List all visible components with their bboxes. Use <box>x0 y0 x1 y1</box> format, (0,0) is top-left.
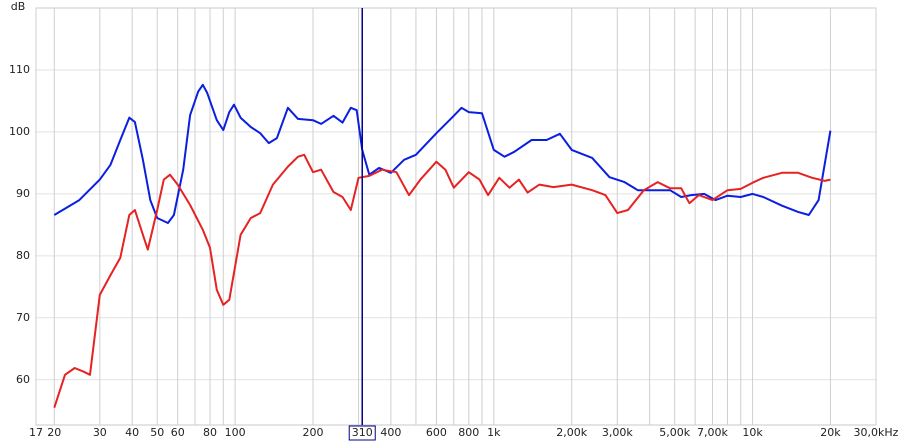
x-tick-label: 2,00k <box>556 426 587 439</box>
x-tick-label: 10k <box>742 426 763 439</box>
x-tick-label: 200 <box>302 426 323 439</box>
cursor-label-box <box>348 425 376 441</box>
x-tick-label: 80 <box>203 426 217 439</box>
x-tick-label: 1k <box>487 426 501 439</box>
y-tick-label: 70 <box>16 311 30 324</box>
y-axis-label: dB <box>11 0 26 13</box>
x-tick-label: 20k <box>820 426 841 439</box>
response-line <box>53 153 831 409</box>
x-tick-label: 400 <box>380 426 401 439</box>
x-tick-label: 100 <box>225 426 246 439</box>
y-tick-label: 60 <box>16 373 30 386</box>
x-tick-label: 60 <box>171 426 185 439</box>
y-tick-label: 80 <box>16 249 30 262</box>
x-tick-label: 800 <box>458 426 479 439</box>
x-tick-label: 40 <box>125 426 139 439</box>
x-tick-label: 30 <box>93 426 107 439</box>
x-tick-label: 30,0kHz <box>854 426 899 439</box>
x-tick-label: 600 <box>426 426 447 439</box>
x-tick-label: 7,00k <box>697 426 728 439</box>
x-tick-label: 50 <box>150 426 164 439</box>
y-tick-label: 110 <box>9 63 30 76</box>
x-tick-label: 17 <box>29 426 43 439</box>
cursor-label: 310 <box>352 426 373 439</box>
y-tick-label: 100 <box>9 125 30 138</box>
y-tick-label: 90 <box>16 187 30 200</box>
x-tick-label: 20 <box>47 426 61 439</box>
x-tick-label: 3,00k <box>602 426 633 439</box>
x-tick-label: 5,00k <box>659 426 690 439</box>
